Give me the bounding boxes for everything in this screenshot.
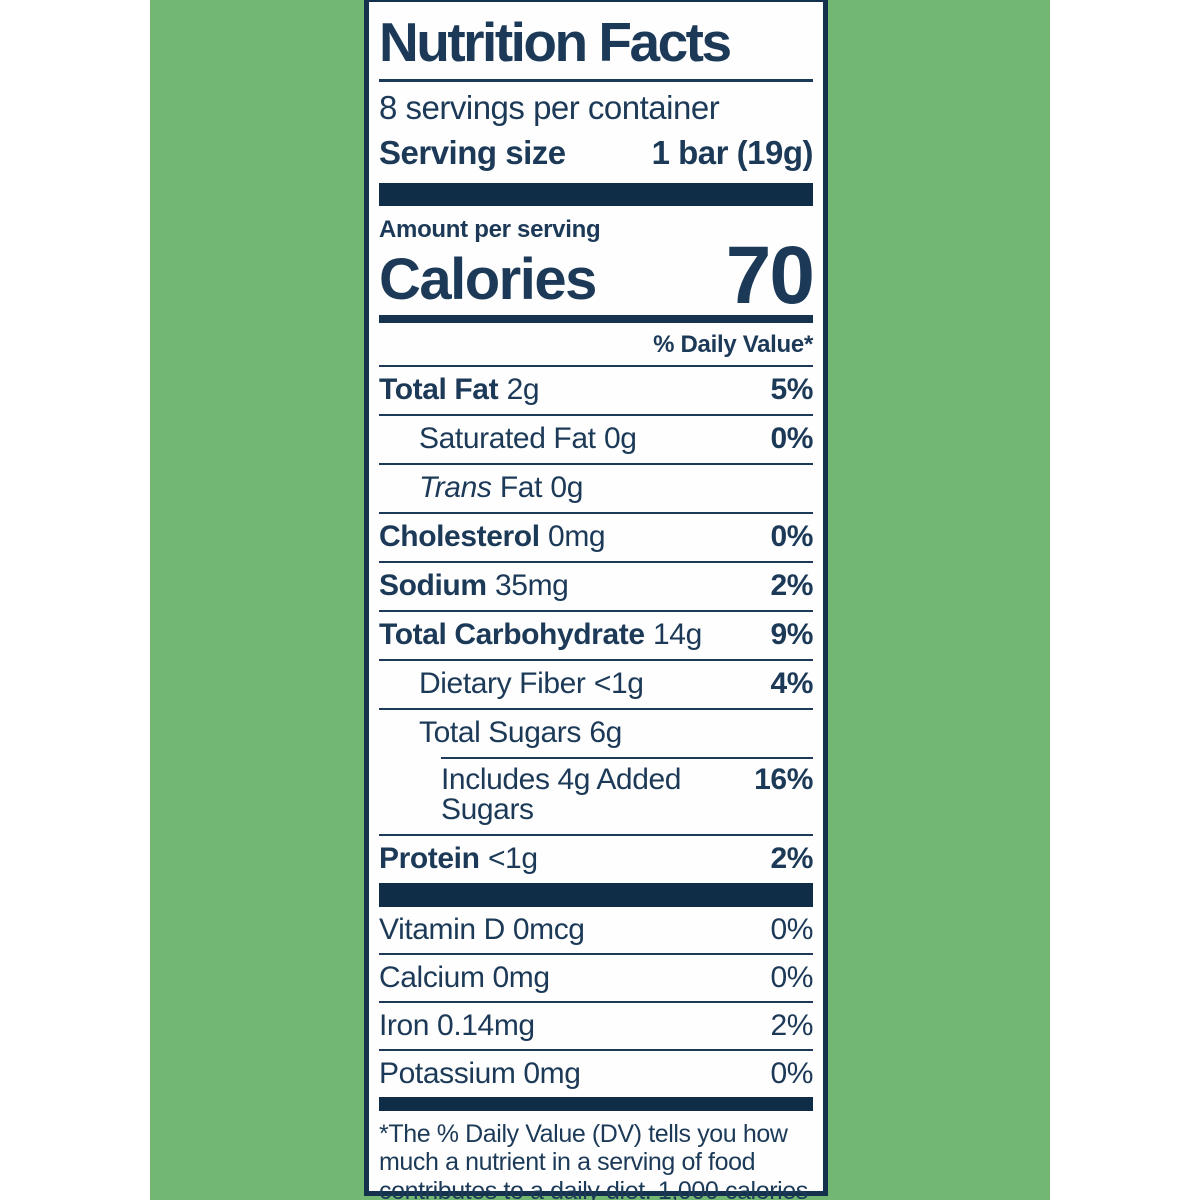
- nutrient-dv: 9%: [770, 617, 813, 651]
- nutrient-row-sodium: Sodium 35mg 2%: [379, 560, 813, 610]
- nutrient-dv: 0%: [770, 912, 813, 946]
- daily-value-footnote: *The % Daily Value (DV) tells you how mu…: [379, 1119, 808, 1200]
- nutrient-row-trans-fat: Trans Fat 0g: [379, 462, 813, 512]
- nutrient-dv: 2%: [770, 568, 813, 602]
- serving-size-label: Serving size: [379, 134, 566, 172]
- nutrient-name: Trans Fat 0g: [419, 470, 583, 504]
- nutrient-dv: 0%: [770, 519, 813, 553]
- nutrient-dv: 2%: [770, 1008, 813, 1042]
- nutrient-name: Saturated Fat 0g: [419, 421, 637, 455]
- nutrient-name: Vitamin D 0mcg: [379, 912, 585, 946]
- nutrient-name: Includes 4g Added Sugars: [441, 762, 682, 826]
- title-divider: [379, 79, 813, 82]
- amount-per-serving-label: Amount per serving: [379, 215, 601, 243]
- nutrient-dv: 0%: [770, 1056, 813, 1090]
- servings-per-container: 8 servings per container: [379, 89, 720, 126]
- nutrient-dv: 0%: [770, 421, 813, 455]
- nutrient-name: Protein <1g: [379, 841, 538, 875]
- nutrient-row-total-carbohydrate: Total Carbohydrate 14g 9%: [379, 609, 813, 659]
- micronutrient-row-vitamin-d: Vitamin D 0mcg 0%: [379, 907, 813, 953]
- calories-divider: [379, 314, 813, 323]
- footnote-divider-bar: [379, 1096, 813, 1111]
- nutrient-row-saturated-fat: Saturated Fat 0g 0%: [379, 413, 813, 463]
- nutrient-row-dietary-fiber: Dietary Fiber <1g 4%: [379, 658, 813, 708]
- nutrient-name: Potassium 0mg: [379, 1056, 581, 1090]
- calories-row: Calories 70: [379, 229, 815, 321]
- nutrient-row-total-fat: Total Fat 2g 5%: [379, 364, 813, 414]
- daily-value-header: % Daily Value*: [653, 330, 813, 358]
- nutrient-name: Total Fat 2g: [379, 372, 540, 406]
- serving-size-row: Serving size 1 bar (19g): [379, 126, 814, 172]
- nutrient-dv: 4%: [770, 666, 813, 700]
- macro-micro-divider-bar: [379, 882, 813, 907]
- label-title: Nutrition Facts: [379, 11, 732, 73]
- serving-size-value: 1 bar (19g): [651, 134, 814, 172]
- nutrient-name: Cholesterol 0mg: [379, 519, 606, 553]
- nutrient-dv: 0%: [770, 960, 813, 994]
- calories-label: Calories: [379, 246, 597, 312]
- nutrient-row-cholesterol: Cholesterol 0mg 0%: [379, 511, 813, 561]
- nutrient-row-total-sugars: Total Sugars 6g: [379, 707, 813, 757]
- micronutrient-row-potassium: Potassium 0mg 0%: [379, 1048, 813, 1097]
- nutrient-dv: 5%: [770, 372, 813, 406]
- nutrient-row-added-sugars: Includes 4g Added Sugars 16%: [379, 756, 813, 834]
- nutrient-name: Iron 0.14mg: [379, 1008, 535, 1042]
- nutrient-name: Sodium 35mg: [379, 568, 569, 602]
- nutrient-dv: 2%: [770, 841, 813, 875]
- nutrition-facts-label: Nutrition Facts 8 servings per container…: [364, 0, 828, 1200]
- nutrient-row-protein: Protein <1g 2%: [379, 833, 813, 883]
- nutrient-dv: 16%: [754, 762, 813, 796]
- header-thick-bar: [379, 182, 813, 206]
- nutrient-name: Total Sugars 6g: [419, 715, 622, 749]
- micronutrient-row-calcium: Calcium 0mg 0%: [379, 952, 813, 1001]
- calories-value: 70: [725, 229, 815, 321]
- micronutrient-row-iron: Iron 0.14mg 2%: [379, 1000, 813, 1049]
- nutrient-name: Dietary Fiber <1g: [419, 666, 644, 700]
- nutrient-name: Calcium 0mg: [379, 960, 550, 994]
- nutrient-name: Total Carbohydrate 14g: [379, 617, 702, 651]
